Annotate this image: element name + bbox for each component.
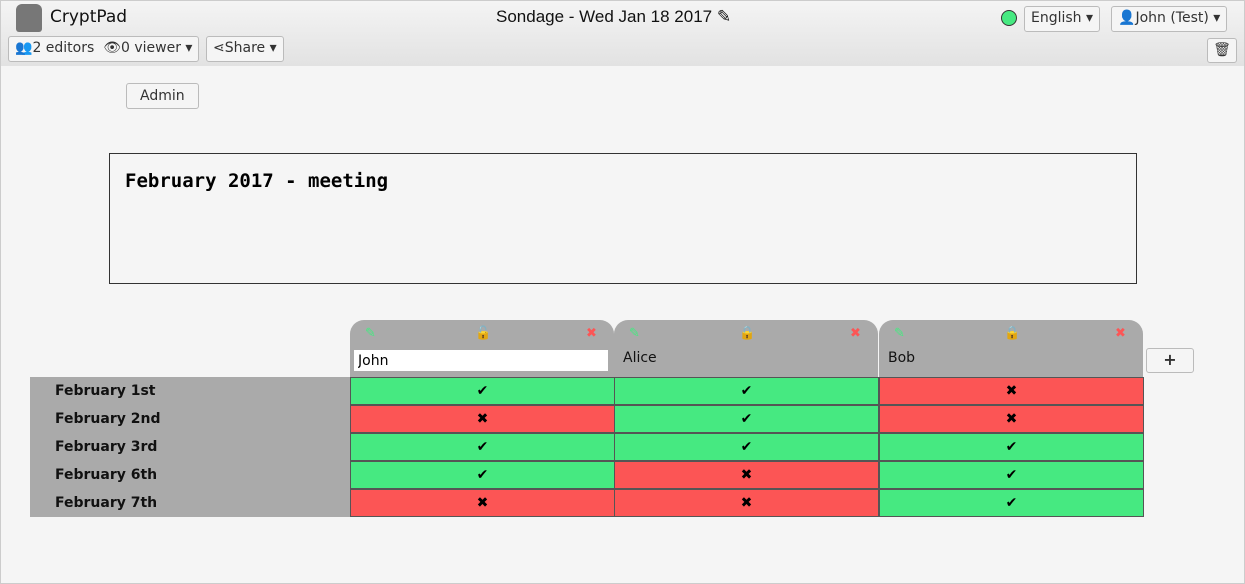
title-text: Sondage - Wed Jan 18 2017 <box>496 7 713 26</box>
language-select[interactable]: English ▾ <box>1024 6 1101 32</box>
vote-cell-no[interactable]: ✖ <box>879 405 1144 433</box>
pencil-icon[interactable]: ✎ <box>716 7 732 26</box>
users-icon: 👥 <box>15 40 33 56</box>
check-icon: ✔ <box>740 383 753 399</box>
vote-cell-yes[interactable]: ✔ <box>879 489 1144 517</box>
add-user-button[interactable]: + <box>1146 348 1194 373</box>
user-column-header: ✎ 🔓 ✖ <box>350 320 614 377</box>
cross-icon: ✖ <box>740 467 753 483</box>
vote-cell-yes[interactable]: ✔ <box>879 433 1144 461</box>
user-name: Bob <box>888 350 916 366</box>
edit-icon[interactable]: ✎ <box>894 326 905 341</box>
user-column-header: ✎ 🔒 ✖ Bob <box>879 320 1143 377</box>
user-name: Alice <box>623 350 657 366</box>
user-icon: 👤 <box>1118 10 1136 26</box>
user-menu[interactable]: 👤John (Test) ▾ <box>1111 6 1228 32</box>
vote-cell-yes[interactable]: ✔ <box>614 377 879 405</box>
viewers-count: 0 viewer <box>120 40 181 56</box>
user-name: John (Test) <box>1135 10 1209 26</box>
cross-icon: ✖ <box>476 495 489 511</box>
connection-status-indicator <box>1001 10 1017 26</box>
unlock-icon[interactable]: 🔓 <box>475 326 492 341</box>
caret-down-icon: ▾ <box>269 40 277 56</box>
vote-cell-yes[interactable]: ✔ <box>350 461 615 489</box>
users-button[interactable]: 👥2 editors 👁0 viewer ▾ <box>8 36 200 62</box>
remove-user-icon[interactable]: ✖ <box>850 326 861 341</box>
lock-icon[interactable]: 🔒 <box>739 326 756 341</box>
check-icon: ✔ <box>740 411 753 427</box>
option-label: February 3rd <box>30 433 350 461</box>
vote-cell-no[interactable]: ✖ <box>614 489 879 517</box>
edit-icon[interactable]: ✎ <box>629 326 640 341</box>
user-name-input[interactable] <box>354 350 608 371</box>
remove-user-icon[interactable]: ✖ <box>1115 326 1126 341</box>
remove-user-icon[interactable]: ✖ <box>586 326 597 341</box>
editors-count: 2 editors <box>32 40 95 56</box>
vote-cell-yes[interactable]: ✔ <box>614 405 879 433</box>
check-icon: ✔ <box>476 383 489 399</box>
caret-down-icon: ▾ <box>1086 10 1094 26</box>
vote-cell-no[interactable]: ✖ <box>879 377 1144 405</box>
caret-down-icon: ▾ <box>185 40 193 56</box>
cross-icon: ✖ <box>1005 383 1018 399</box>
admin-button[interactable]: Admin <box>126 83 199 109</box>
option-label: February 6th <box>30 461 350 489</box>
trash-button[interactable]: 🗑 <box>1207 38 1237 63</box>
check-icon: ✔ <box>740 439 753 455</box>
option-label: February 1st <box>30 377 350 405</box>
vote-cell-yes[interactable]: ✔ <box>350 377 615 405</box>
cross-icon: ✖ <box>1005 411 1018 427</box>
trash-icon: 🗑 <box>1213 42 1231 58</box>
check-icon: ✔ <box>1005 467 1018 483</box>
cross-icon: ✖ <box>740 495 753 511</box>
check-icon: ✔ <box>1005 495 1018 511</box>
vote-cell-no[interactable]: ✖ <box>614 461 879 489</box>
vote-cell-yes[interactable]: ✔ <box>614 433 879 461</box>
share-label: Share <box>224 40 266 56</box>
pad-title[interactable]: Sondage - Wed Jan 18 2017 ✎ <box>496 7 731 27</box>
share-button[interactable]: ⋖Share ▾ <box>206 36 284 62</box>
cross-icon: ✖ <box>476 411 489 427</box>
eye-icon: 👁 <box>103 40 121 56</box>
caret-down-icon: ▾ <box>1213 10 1221 26</box>
poll-description[interactable]: February 2017 - meeting <box>109 153 1137 284</box>
user-column-header: ✎ 🔒 ✖ Alice <box>614 320 878 377</box>
vote-cell-yes[interactable]: ✔ <box>350 433 615 461</box>
edit-icon[interactable]: ✎ <box>365 326 376 341</box>
vote-cell-no[interactable]: ✖ <box>350 489 615 517</box>
option-label: February 2nd <box>30 405 350 433</box>
cryptpad-logo <box>16 4 42 32</box>
check-icon: ✔ <box>476 439 489 455</box>
vote-cell-no[interactable]: ✖ <box>350 405 615 433</box>
vote-cell-yes[interactable]: ✔ <box>879 461 1144 489</box>
app-name: CryptPad <box>50 7 128 27</box>
lock-icon[interactable]: 🔒 <box>1004 326 1021 341</box>
share-icon: ⋖ <box>213 40 225 56</box>
check-icon: ✔ <box>476 467 489 483</box>
language-label: English <box>1031 10 1082 26</box>
check-icon: ✔ <box>1005 439 1018 455</box>
option-label: February 7th <box>30 489 350 517</box>
